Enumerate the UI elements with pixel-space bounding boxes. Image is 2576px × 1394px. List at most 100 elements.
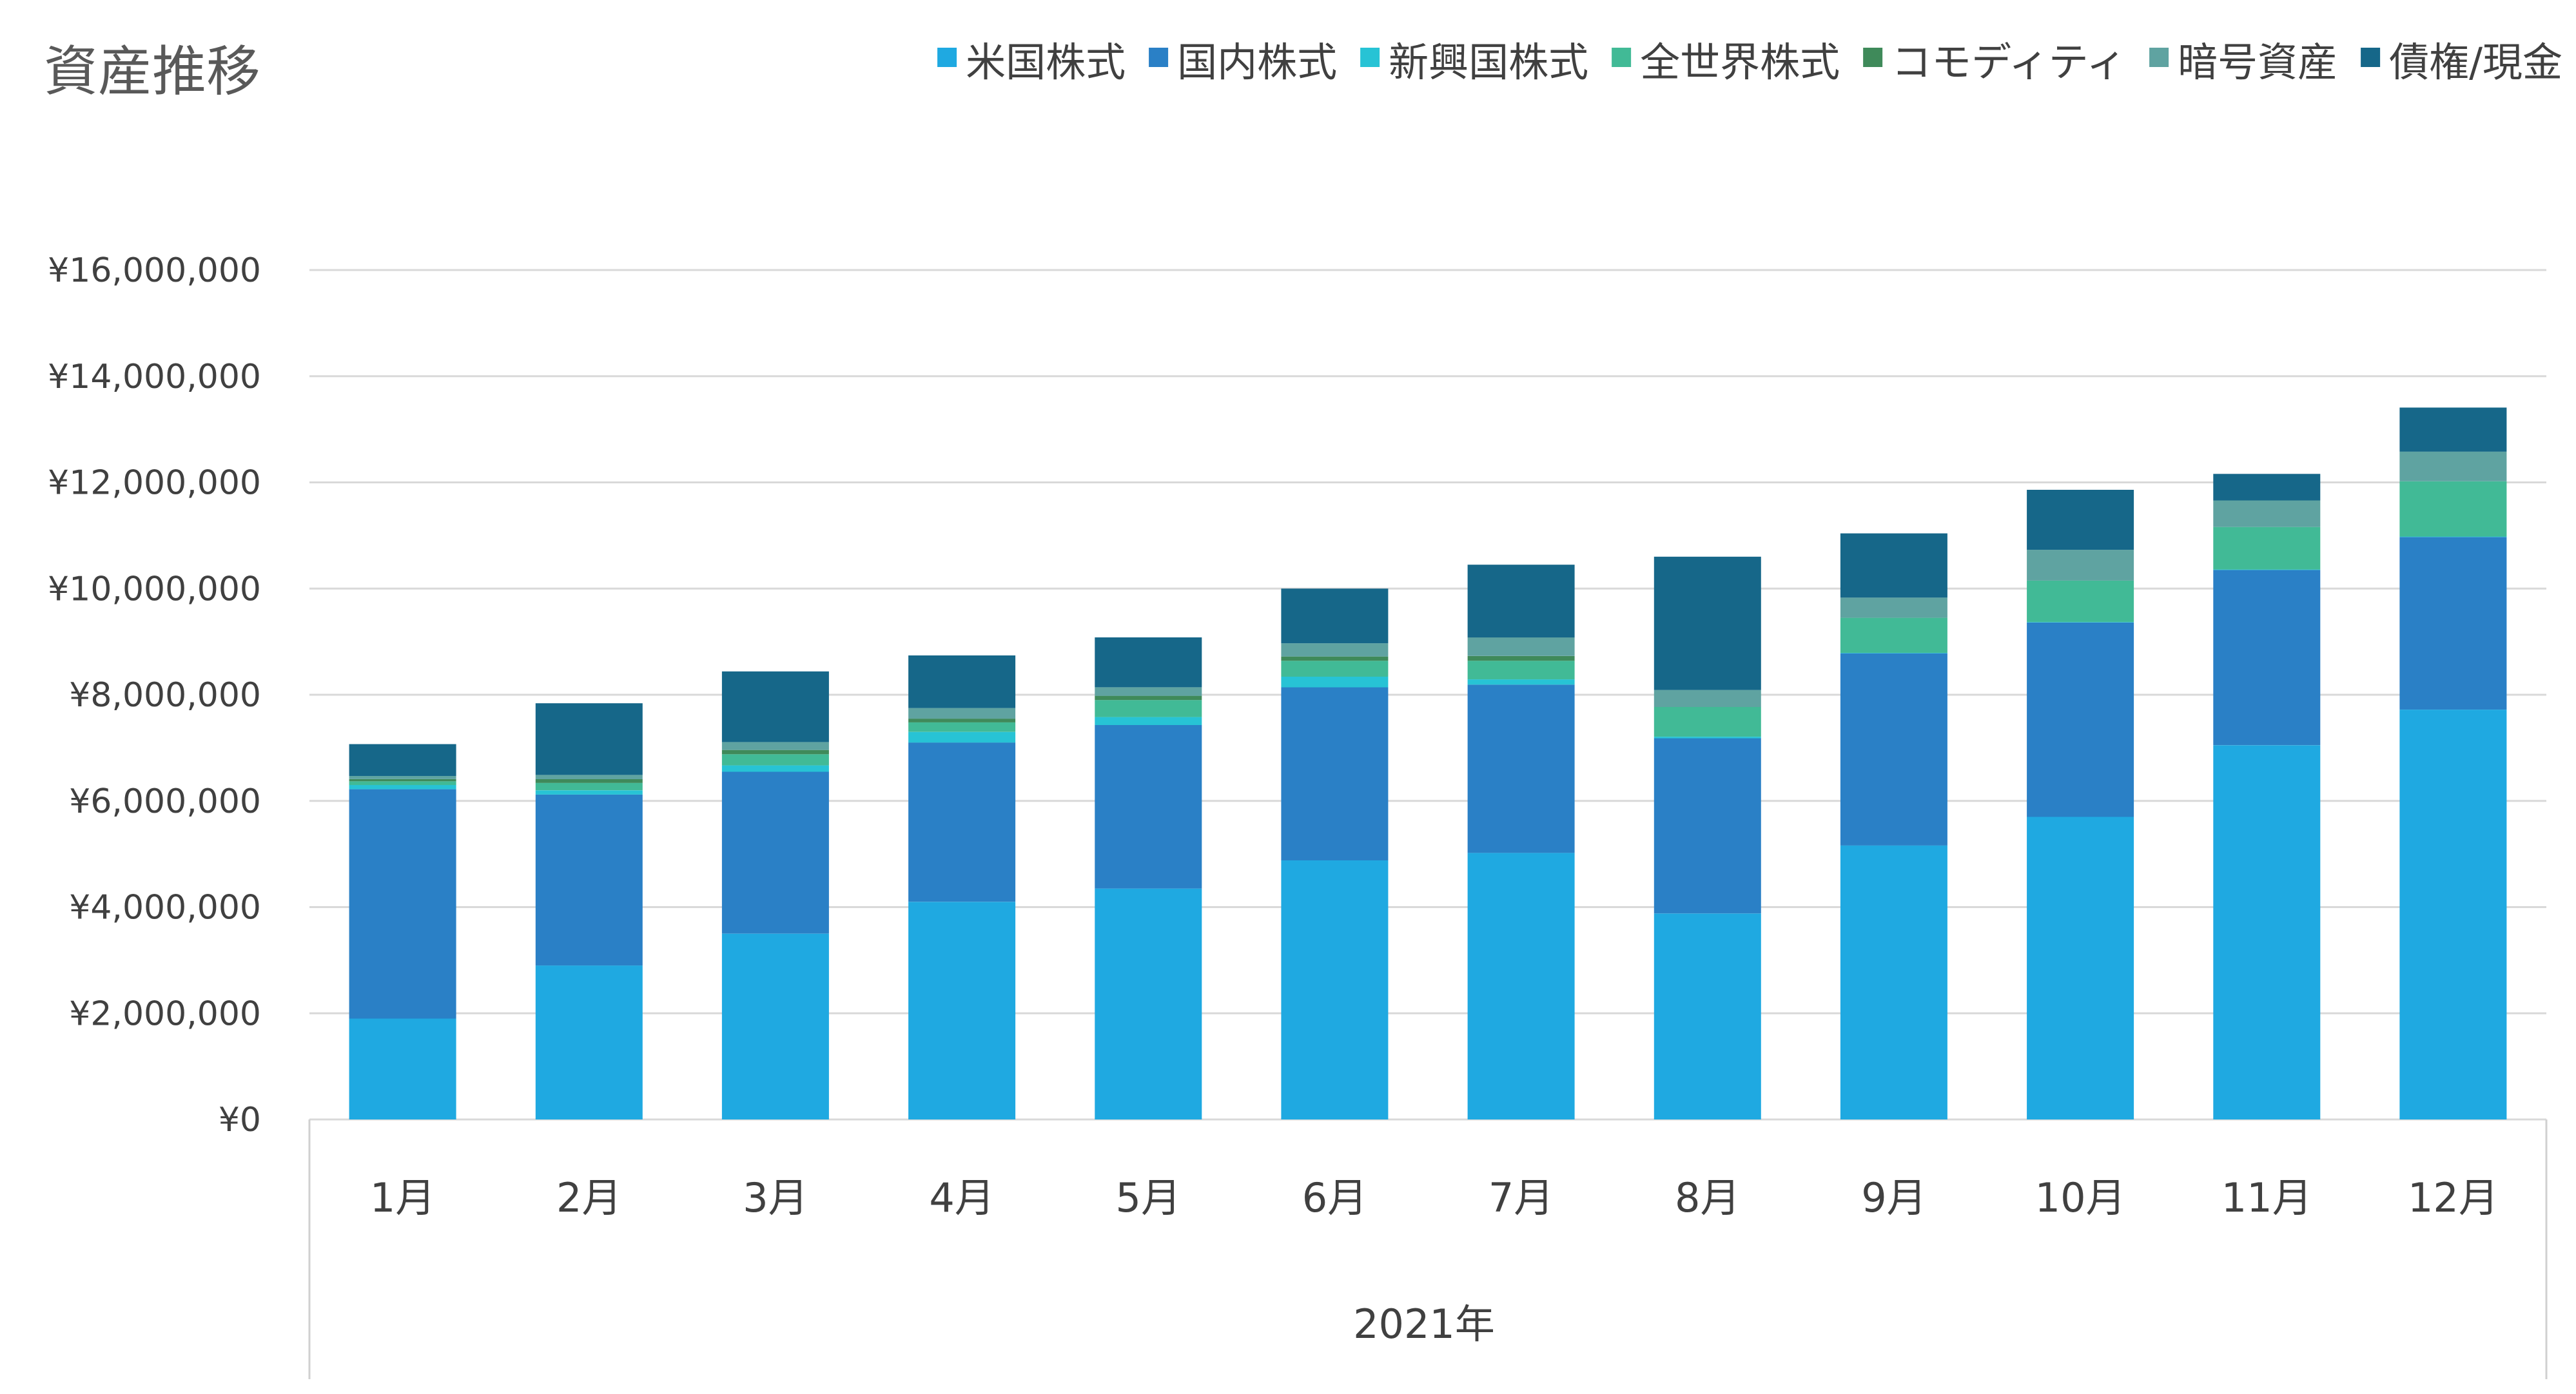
bar-segment	[1840, 533, 1947, 598]
legend-swatch	[2361, 48, 2381, 67]
legend-swatch	[1360, 48, 1380, 67]
bar-segment	[1467, 661, 1575, 680]
legend-item: 全世界株式	[1612, 39, 1840, 86]
bar-segment	[1467, 679, 1575, 685]
legend-label: 国内株式	[1177, 39, 1337, 86]
bar-segment	[721, 742, 829, 750]
bar-segment	[1281, 677, 1389, 688]
legend-item: 米国株式	[937, 39, 1126, 86]
bar-segment	[1095, 695, 1202, 701]
bar-segment	[535, 703, 643, 775]
bar-segment	[349, 744, 456, 776]
bar-segment	[2027, 550, 2134, 581]
bar-segment	[1840, 653, 1947, 846]
bar-segment	[2213, 745, 2321, 1119]
bar-segment	[908, 719, 1016, 722]
bar-segment	[721, 765, 829, 772]
bar-segment	[349, 781, 456, 786]
bar-segment	[349, 779, 456, 782]
bar-segment	[1281, 588, 1389, 644]
x-tick-label: 3月	[743, 1174, 808, 1221]
bar-segment	[721, 771, 829, 934]
legend-swatch	[937, 48, 957, 67]
legend-label: コモディティ	[1891, 39, 2126, 86]
bar-segment	[349, 789, 456, 1019]
bar-segment	[908, 655, 1016, 708]
bar-segment	[1467, 637, 1575, 656]
bar-segment	[1281, 687, 1389, 860]
x-tick-label: 6月	[1302, 1174, 1367, 1221]
bar-segment	[1095, 725, 1202, 889]
legend-swatch	[1149, 48, 1169, 67]
bar-segment	[1281, 661, 1389, 677]
y-tick-label: ¥2,000,000	[69, 994, 261, 1033]
bar-segment	[2213, 500, 2321, 527]
bar-segment	[1840, 597, 1947, 618]
bar-segment	[2027, 817, 2134, 1119]
legend: 米国株式 国内株式 新興国株式 全世界株式 コモディティ 暗号資産 債権/現金	[937, 39, 2562, 86]
bar-segment	[2399, 537, 2507, 710]
bar-segment	[2027, 490, 2134, 550]
x-tick-label: 7月	[1488, 1174, 1554, 1221]
y-axis-tick-labels: ¥0 ¥2,000,000 ¥4,000,000 ¥6,000,000 ¥8,000,0…	[48, 251, 261, 1139]
y-tick-label: ¥12,000,000	[48, 464, 261, 503]
bar-segment	[2399, 451, 2507, 481]
x-tick-label: 9月	[1861, 1174, 1926, 1221]
bar-segment	[1467, 853, 1575, 1119]
x-tick-label: 12月	[2408, 1174, 2499, 1221]
legend-item: 国内株式	[1149, 39, 1337, 86]
bars	[349, 407, 2507, 1119]
bar-segment	[721, 933, 829, 1119]
y-tick-label: ¥16,000,000	[48, 251, 261, 290]
bar-segment	[2213, 527, 2321, 570]
bar-segment	[349, 1018, 456, 1119]
chart-title: 資産推移	[44, 40, 260, 103]
bar-segment	[2213, 570, 2321, 746]
bar-segment	[1654, 913, 1761, 1119]
y-tick-label: ¥14,000,000	[48, 358, 261, 396]
bar-segment	[2213, 474, 2321, 501]
legend-item: コモディティ	[1863, 39, 2126, 86]
x-axis-group-label: 2021年	[1353, 1301, 1495, 1348]
legend-label: 米国株式	[966, 39, 1126, 86]
y-tick-label: ¥0	[219, 1101, 261, 1139]
bar-segment	[535, 794, 643, 966]
bar-segment	[1840, 845, 1947, 1119]
legend-label: 暗号資産	[2178, 39, 2337, 86]
bar-segment	[2399, 481, 2507, 537]
bar-segment	[535, 779, 643, 783]
x-tick-label: 10月	[2035, 1174, 2126, 1221]
legend-item: 債権/現金	[2361, 39, 2562, 86]
bar-segment	[2027, 622, 2134, 623]
bar-segment	[1095, 700, 1202, 717]
legend-swatch	[2149, 48, 2169, 67]
x-tick-label: 11月	[2221, 1174, 2312, 1221]
bar-segment	[908, 742, 1016, 902]
bar-segment	[1281, 656, 1389, 661]
legend-swatch	[1612, 48, 1632, 67]
bar-segment	[2027, 623, 2134, 817]
bar-segment	[2399, 710, 2507, 1119]
bar-segment	[1467, 565, 1575, 638]
bar-segment	[1095, 637, 1202, 688]
y-tick-label: ¥8,000,000	[69, 676, 261, 715]
legend-swatch	[1863, 48, 1883, 67]
bar-segment	[908, 708, 1016, 719]
bar-segment	[2027, 580, 2134, 623]
bar-segment	[535, 782, 643, 791]
legend-label: 全世界株式	[1640, 39, 1840, 86]
x-tick-label: 5月	[1116, 1174, 1181, 1221]
legend-label: 新興国株式	[1389, 39, 1588, 86]
y-tick-label: ¥6,000,000	[69, 782, 261, 821]
x-tick-label: 4月	[929, 1174, 994, 1221]
y-tick-label: ¥4,000,000	[69, 889, 261, 927]
gridlines	[309, 269, 2546, 1121]
bar-segment	[2399, 407, 2507, 452]
bar-segment	[1654, 737, 1761, 739]
bar-segment	[908, 731, 1016, 743]
bar-segment	[1840, 617, 1947, 653]
x-tick-label: 2月	[556, 1174, 621, 1221]
bar-segment	[1654, 706, 1761, 737]
